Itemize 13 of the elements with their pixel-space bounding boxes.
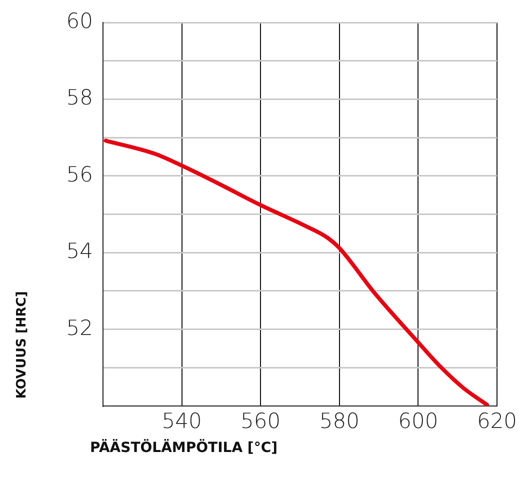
x-tick-label: 580 [319, 409, 360, 434]
x-tick-label: 540 [162, 409, 202, 434]
x-tick-label: 600 [398, 409, 438, 434]
y-axis-title: KOVUUS [HRC] [14, 291, 30, 399]
y-tick-label: 54 [66, 239, 93, 264]
y-tick-label: 58 [66, 86, 93, 110]
line-series [104, 138, 490, 406]
x-axis-title: PÄÄSTÖLÄMPÖTILA [°C] [90, 440, 278, 456]
y-tick-label: 60 [66, 9, 93, 34]
y-tick-label: 52 [66, 316, 93, 340]
x-tick-label: 620 [476, 409, 518, 434]
x-tick-label: 560 [240, 409, 281, 434]
y-tick-label: 56 [66, 162, 93, 186]
